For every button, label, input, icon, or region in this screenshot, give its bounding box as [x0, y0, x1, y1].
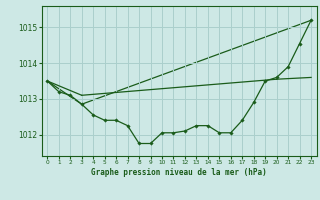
X-axis label: Graphe pression niveau de la mer (hPa): Graphe pression niveau de la mer (hPa)	[91, 168, 267, 177]
